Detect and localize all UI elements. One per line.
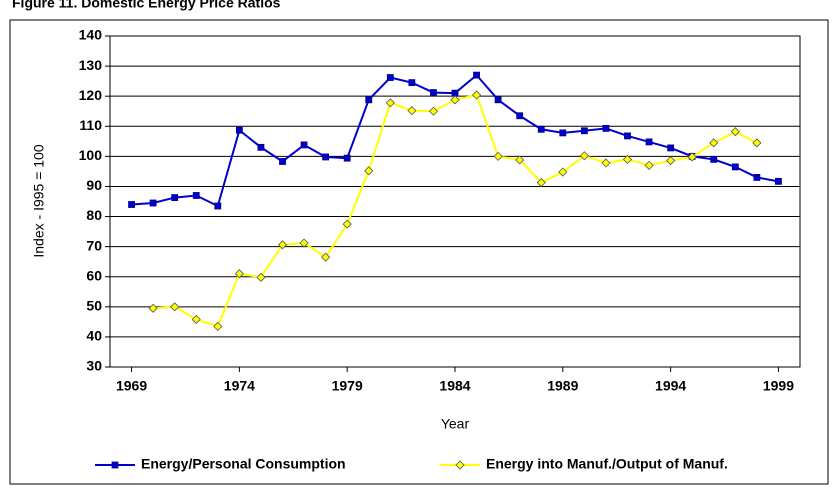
point bbox=[645, 138, 653, 146]
point bbox=[257, 143, 265, 151]
chart-title: Figure 11. Domestic Energy Price Ratios bbox=[12, 0, 281, 11]
point bbox=[235, 126, 243, 134]
point bbox=[516, 112, 524, 120]
point bbox=[536, 177, 546, 188]
y-tick-label: 70 bbox=[86, 237, 102, 253]
x-tick-label: 1969 bbox=[116, 378, 147, 394]
y-tick-label: 100 bbox=[79, 147, 103, 163]
point bbox=[559, 129, 567, 137]
point bbox=[515, 155, 525, 165]
x-tick-label: 1979 bbox=[332, 378, 363, 394]
point bbox=[450, 95, 460, 105]
point bbox=[428, 106, 439, 116]
point bbox=[430, 89, 437, 96]
point bbox=[170, 302, 180, 312]
point bbox=[494, 96, 502, 104]
x-tick-label: 1989 bbox=[547, 378, 578, 394]
y-tick-label: 40 bbox=[86, 328, 102, 344]
point bbox=[128, 201, 135, 208]
point bbox=[408, 79, 416, 87]
point bbox=[365, 96, 373, 104]
plot-area bbox=[109, 35, 801, 368]
point bbox=[709, 138, 719, 148]
legend-marker bbox=[111, 461, 119, 469]
y-tick-label: 120 bbox=[79, 87, 103, 103]
y-tick-label: 110 bbox=[79, 117, 102, 133]
point bbox=[775, 177, 782, 185]
point bbox=[473, 71, 480, 79]
point bbox=[731, 163, 739, 171]
legend-marker bbox=[455, 460, 465, 470]
point bbox=[386, 74, 394, 81]
point bbox=[622, 154, 633, 164]
point bbox=[730, 127, 740, 137]
point bbox=[752, 138, 762, 148]
point bbox=[667, 144, 675, 152]
point bbox=[580, 127, 588, 135]
point bbox=[234, 269, 244, 279]
point bbox=[256, 272, 266, 282]
x-tick-label: 1974 bbox=[224, 378, 255, 394]
point bbox=[602, 124, 610, 132]
point bbox=[407, 106, 417, 116]
legend-label: Energy into Manuf./Output of Manuf. bbox=[486, 456, 728, 472]
point bbox=[666, 156, 676, 166]
point bbox=[579, 151, 589, 161]
point bbox=[321, 252, 331, 262]
point bbox=[710, 155, 718, 163]
point bbox=[644, 160, 654, 170]
point bbox=[493, 151, 503, 161]
y-tick-label: 90 bbox=[86, 177, 102, 193]
point bbox=[277, 240, 288, 250]
x-axis-label: Year bbox=[441, 416, 470, 432]
y-tick-label: 60 bbox=[86, 267, 102, 283]
x-tick-label: 1984 bbox=[439, 378, 470, 394]
x-tick-label: 1999 bbox=[763, 378, 794, 394]
legend-label: Energy/Personal Consumption bbox=[141, 456, 346, 472]
point bbox=[687, 152, 697, 162]
y-tick-label: 140 bbox=[79, 27, 103, 43]
x-tick-label: 1994 bbox=[655, 378, 686, 394]
point bbox=[149, 199, 157, 207]
point bbox=[385, 98, 395, 108]
point bbox=[624, 132, 631, 140]
point bbox=[322, 153, 330, 161]
point bbox=[558, 167, 568, 177]
y-tick-label: 50 bbox=[86, 298, 102, 314]
y-tick-label: 30 bbox=[86, 358, 102, 374]
point bbox=[753, 174, 761, 181]
point bbox=[214, 202, 222, 210]
point bbox=[342, 219, 352, 229]
y-axis-label: Index - I995 = 100 bbox=[31, 144, 47, 257]
point bbox=[213, 321, 223, 331]
point bbox=[300, 141, 308, 149]
point bbox=[471, 90, 482, 100]
point bbox=[537, 125, 545, 133]
point bbox=[279, 158, 286, 165]
point bbox=[148, 303, 158, 313]
point bbox=[192, 192, 200, 199]
point bbox=[191, 314, 201, 325]
y-tick-label: 80 bbox=[86, 207, 102, 223]
point bbox=[343, 154, 351, 162]
y-tick-label: 130 bbox=[79, 57, 103, 73]
point bbox=[364, 166, 374, 176]
point bbox=[171, 194, 179, 201]
point bbox=[601, 158, 611, 168]
point bbox=[299, 238, 309, 248]
